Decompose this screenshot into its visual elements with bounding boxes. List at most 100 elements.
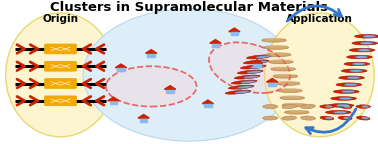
FancyBboxPatch shape bbox=[45, 44, 76, 54]
Ellipse shape bbox=[338, 116, 352, 120]
Ellipse shape bbox=[361, 105, 369, 108]
Ellipse shape bbox=[282, 103, 307, 107]
FancyArrowPatch shape bbox=[287, 6, 341, 21]
Bar bbox=[110, 102, 117, 104]
Ellipse shape bbox=[209, 42, 290, 93]
Bar bbox=[117, 68, 125, 71]
FancyBboxPatch shape bbox=[45, 79, 76, 88]
Ellipse shape bbox=[280, 96, 304, 100]
Ellipse shape bbox=[280, 95, 304, 97]
Ellipse shape bbox=[349, 48, 375, 52]
Bar bbox=[166, 90, 174, 93]
Ellipse shape bbox=[264, 46, 288, 49]
Ellipse shape bbox=[284, 111, 309, 114]
Ellipse shape bbox=[234, 75, 260, 79]
Ellipse shape bbox=[241, 81, 255, 83]
Ellipse shape bbox=[347, 55, 372, 59]
Ellipse shape bbox=[355, 56, 368, 58]
Ellipse shape bbox=[273, 75, 298, 78]
FancyBboxPatch shape bbox=[45, 96, 76, 106]
Ellipse shape bbox=[343, 105, 351, 108]
Ellipse shape bbox=[325, 117, 333, 119]
Ellipse shape bbox=[250, 66, 264, 68]
Polygon shape bbox=[115, 64, 127, 68]
Ellipse shape bbox=[301, 104, 315, 109]
Ellipse shape bbox=[336, 83, 362, 86]
Ellipse shape bbox=[355, 35, 378, 38]
Ellipse shape bbox=[268, 60, 293, 64]
Ellipse shape bbox=[328, 104, 354, 107]
Ellipse shape bbox=[339, 76, 364, 79]
Ellipse shape bbox=[235, 91, 249, 93]
Text: Origin: Origin bbox=[42, 14, 79, 24]
Ellipse shape bbox=[275, 82, 300, 85]
Bar bbox=[231, 32, 238, 35]
Polygon shape bbox=[210, 40, 221, 43]
Polygon shape bbox=[251, 60, 263, 63]
Ellipse shape bbox=[349, 70, 363, 72]
Ellipse shape bbox=[342, 90, 355, 93]
Bar bbox=[253, 64, 261, 67]
Ellipse shape bbox=[325, 105, 333, 108]
Ellipse shape bbox=[357, 49, 370, 51]
Ellipse shape bbox=[246, 55, 272, 59]
Ellipse shape bbox=[264, 45, 288, 47]
Ellipse shape bbox=[320, 116, 334, 120]
Ellipse shape bbox=[301, 116, 316, 120]
Ellipse shape bbox=[333, 90, 359, 93]
Ellipse shape bbox=[343, 117, 351, 119]
Ellipse shape bbox=[277, 88, 302, 90]
Ellipse shape bbox=[6, 13, 115, 137]
FancyBboxPatch shape bbox=[45, 61, 76, 71]
Ellipse shape bbox=[347, 76, 360, 79]
Polygon shape bbox=[108, 97, 119, 101]
Ellipse shape bbox=[360, 42, 373, 44]
Ellipse shape bbox=[262, 38, 287, 39]
Ellipse shape bbox=[344, 62, 370, 66]
Ellipse shape bbox=[352, 63, 365, 65]
Ellipse shape bbox=[325, 111, 351, 114]
Text: Clusters in Supramolecular Materials: Clusters in Supramolecular Materials bbox=[50, 1, 328, 14]
Ellipse shape bbox=[271, 67, 295, 68]
Ellipse shape bbox=[228, 85, 254, 89]
Ellipse shape bbox=[237, 70, 263, 74]
Ellipse shape bbox=[83, 9, 295, 141]
Ellipse shape bbox=[341, 69, 367, 73]
Ellipse shape bbox=[238, 86, 252, 88]
Ellipse shape bbox=[282, 104, 296, 109]
Ellipse shape bbox=[275, 81, 300, 83]
Bar bbox=[204, 104, 212, 107]
Bar bbox=[212, 44, 219, 47]
Ellipse shape bbox=[265, 13, 374, 137]
Ellipse shape bbox=[361, 117, 369, 119]
Text: Application: Application bbox=[286, 14, 353, 24]
Ellipse shape bbox=[363, 35, 376, 38]
Ellipse shape bbox=[333, 111, 347, 114]
Ellipse shape bbox=[277, 89, 302, 93]
FancyArrowPatch shape bbox=[306, 109, 356, 134]
Ellipse shape bbox=[263, 105, 278, 109]
Polygon shape bbox=[164, 86, 176, 89]
Ellipse shape bbox=[262, 39, 287, 42]
Ellipse shape bbox=[356, 116, 370, 120]
Ellipse shape bbox=[240, 65, 266, 69]
Ellipse shape bbox=[244, 76, 258, 78]
Ellipse shape bbox=[243, 60, 269, 64]
Ellipse shape bbox=[268, 59, 293, 61]
Ellipse shape bbox=[266, 52, 291, 54]
Ellipse shape bbox=[266, 53, 291, 56]
Ellipse shape bbox=[344, 83, 357, 86]
Ellipse shape bbox=[106, 66, 197, 107]
Bar bbox=[147, 54, 155, 57]
Polygon shape bbox=[146, 50, 157, 53]
Ellipse shape bbox=[336, 104, 349, 107]
Ellipse shape bbox=[256, 56, 270, 58]
Polygon shape bbox=[229, 28, 240, 32]
Ellipse shape bbox=[231, 80, 257, 84]
Ellipse shape bbox=[273, 74, 298, 75]
Ellipse shape bbox=[338, 105, 352, 109]
Ellipse shape bbox=[271, 67, 295, 71]
Ellipse shape bbox=[263, 116, 278, 120]
Ellipse shape bbox=[253, 61, 267, 63]
Polygon shape bbox=[202, 100, 214, 104]
